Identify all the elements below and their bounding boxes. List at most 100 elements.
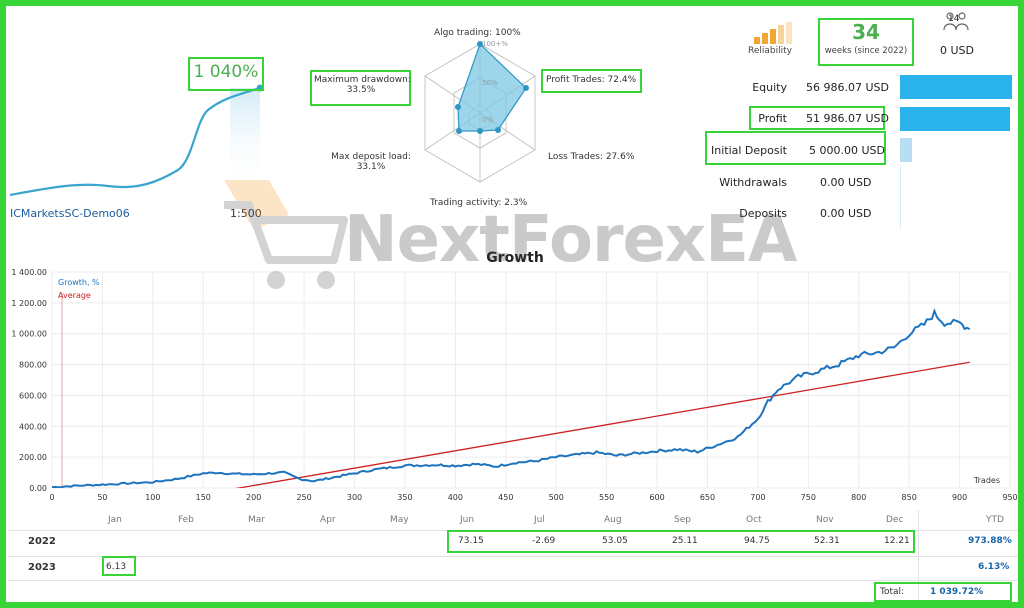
- total-highlight: [874, 582, 1012, 602]
- month-value: 12.21: [884, 536, 910, 546]
- growth-chart: 0.00 200.00 400.00 600.00 800.00 1 000.00 1 20…: [11, 268, 1017, 502]
- subscribers-icon: [943, 12, 969, 31]
- row-2022-highlight: [447, 530, 915, 553]
- x-tick-label: 150: [196, 493, 211, 502]
- profit-value: 51 986.07 USD: [806, 112, 889, 125]
- table-ytd-divider: [918, 510, 919, 602]
- profit-label: Profit: [758, 112, 787, 125]
- account-name[interactable]: ICMarketsSC-Demo06: [10, 207, 130, 220]
- month-header: Oct: [746, 515, 762, 525]
- growth-line: [52, 308, 971, 488]
- month-header: Feb: [178, 515, 194, 525]
- chart-title: Growth: [486, 250, 544, 266]
- legend-growth: Growth, %: [58, 278, 100, 287]
- deposits-value: 0.00 USD: [820, 207, 872, 220]
- month-value: 53.05: [602, 536, 628, 546]
- withdrawals-label: Withdrawals: [719, 176, 787, 189]
- equity-value: 56 986.07 USD: [806, 81, 889, 94]
- x-tick-label: 500: [549, 493, 564, 502]
- x-tick-label: 350: [397, 493, 412, 502]
- radar-label-loss-trades: Loss Trades: 27.6%: [548, 152, 635, 162]
- average-line: [235, 361, 970, 488]
- mini-growth-chart: [9, 84, 264, 197]
- y-tick-label: 1 000.00: [11, 330, 47, 339]
- x-axis-label: Trades: [973, 476, 1000, 485]
- growth-percent-box: [188, 57, 264, 91]
- profit-bar: [900, 107, 1010, 131]
- radar-label-drawdown: Maximum drawdown: 33.5%: [314, 75, 411, 95]
- table-mid-line: [8, 556, 1018, 557]
- reliability-icon: [754, 22, 796, 44]
- radar-chart: [424, 41, 536, 183]
- plot-area: [51, 271, 1011, 489]
- ytd-2022: 973.88%: [968, 536, 1012, 546]
- x-tick-label: 200: [246, 493, 261, 502]
- initial-deposit-bar: [900, 138, 912, 162]
- x-tick-label: 700: [750, 493, 765, 502]
- equity-label: Equity: [752, 81, 787, 94]
- subscription-price: 0 USD: [940, 44, 974, 57]
- month-value: 94.75: [744, 536, 770, 546]
- month-value: 25.11: [672, 536, 698, 546]
- radar-label-activity: Trading activity: 2.3%: [430, 198, 528, 208]
- subscribers-count: 14: [948, 14, 960, 24]
- initial-deposit-label: Initial Deposit: [711, 144, 787, 157]
- year-2022: 2022: [28, 536, 56, 547]
- month-header: Jan: [108, 515, 122, 525]
- month-header: Apr: [320, 515, 336, 525]
- month-header: Jun: [460, 515, 475, 525]
- total-label: Total:: [880, 587, 905, 597]
- month-header: Dec: [886, 515, 904, 525]
- x-tick-label: 550: [599, 493, 614, 502]
- legend-average: Average: [58, 291, 91, 300]
- month-value: -2.69: [532, 536, 556, 546]
- leverage: 1:500: [230, 207, 262, 220]
- month-header: May: [390, 515, 409, 525]
- month-value: 52.31: [814, 536, 840, 546]
- ytd-header: YTD: [986, 515, 1004, 525]
- weeks-box: [818, 18, 914, 66]
- deposits-label: Deposits: [739, 207, 787, 220]
- month-header: Jul: [534, 515, 545, 525]
- y-tick-label: 400.00: [19, 422, 47, 431]
- x-tick-label: 750: [801, 493, 816, 502]
- y-tick-label: 600.00: [19, 391, 47, 400]
- x-tick-label: 850: [902, 493, 917, 502]
- x-tick-label: 800: [851, 493, 866, 502]
- total-value: 1 039.72%: [930, 587, 984, 597]
- y-tick-label: 0.00: [29, 484, 47, 493]
- x-tick-label: 250: [296, 493, 311, 502]
- weeks-count: 34: [852, 20, 880, 44]
- y-tick-label: 200.00: [19, 453, 47, 462]
- x-tick-label: 50: [97, 493, 107, 502]
- weeks-label: weeks (since 2022): [824, 46, 908, 56]
- x-tick-label: 450: [498, 493, 513, 502]
- radar-label-deposit-load: Max deposit load: 33.1%: [331, 152, 411, 172]
- table-bottom-line: [8, 580, 1018, 581]
- row-2023-highlight: [102, 556, 136, 576]
- ytd-2023: 6.13%: [978, 562, 1010, 572]
- radar-ring-label-0: 0%: [482, 116, 494, 124]
- month-header: Aug: [604, 515, 622, 525]
- x-tick-label: 600: [649, 493, 664, 502]
- month-header: Nov: [816, 515, 834, 525]
- equity-bar: [900, 75, 1012, 99]
- y-tick-label: 1 200.00: [11, 299, 47, 308]
- profit-trades-box: [541, 69, 642, 93]
- month-header: Sep: [674, 515, 691, 525]
- bars-axis: [900, 165, 901, 228]
- x-tick-label: 900: [952, 493, 967, 502]
- withdrawals-value: 0.00 USD: [820, 176, 872, 189]
- x-tick-label: 0: [49, 493, 54, 502]
- initial-deposit-value: 5 000.00 USD: [809, 144, 885, 157]
- profit-box: [749, 106, 885, 130]
- y-tick-label: 1 400.00: [11, 268, 47, 277]
- x-tick-label: 400: [448, 493, 463, 502]
- radar-label-algo: Algo trading: 100%: [434, 28, 521, 38]
- radar-label-profit-trades: Profit Trades: 72.4%: [546, 75, 637, 85]
- y-tick-label: 800.00: [19, 361, 47, 370]
- radar-ring-label-50: 50%: [482, 79, 498, 87]
- month-value: 73.15: [458, 536, 484, 546]
- x-tick-label: 100: [145, 493, 160, 502]
